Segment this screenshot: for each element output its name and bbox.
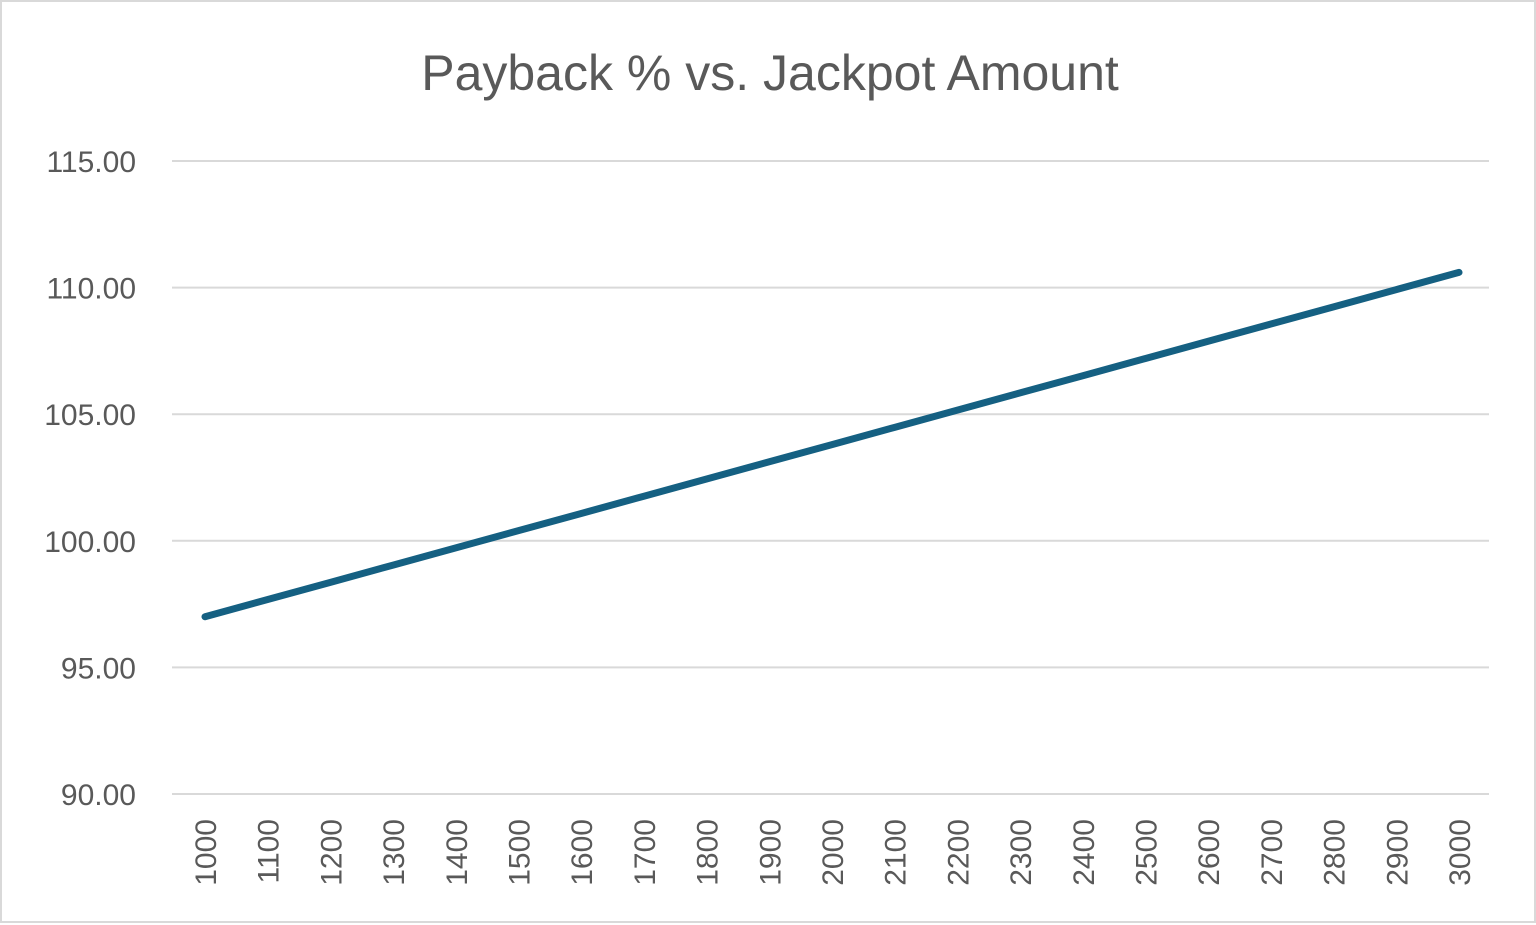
y-tick-label: 95.00: [61, 652, 136, 685]
x-tick-label: 3000: [1444, 819, 1477, 886]
x-tick-label: 1000: [190, 819, 223, 886]
x-tick-label: 1200: [315, 819, 348, 886]
x-tick-label: 2700: [1256, 819, 1289, 886]
x-tick-label: 2100: [880, 819, 913, 886]
x-tick-label: 2800: [1319, 819, 1352, 886]
y-tick-label: 115.00: [46, 146, 136, 179]
x-tick-label: 1900: [754, 819, 787, 886]
series-line: [201, 268, 1463, 621]
x-tick-label: 1700: [629, 819, 662, 886]
x-tick-label: 1400: [441, 819, 474, 886]
x-tick-label: 1600: [566, 819, 599, 886]
x-tick-label: 1100: [253, 819, 286, 884]
x-tick-label: 2300: [1005, 819, 1038, 886]
x-tick-label: 1300: [378, 819, 411, 886]
x-tick-label: 1500: [504, 819, 537, 886]
x-tick-label: 2200: [942, 819, 975, 886]
x-axis-ticks: 1000 1100 1200 1300 1400 1500 1600 1700 1800 1900…: [190, 819, 1477, 886]
x-tick-label: 2500: [1131, 819, 1164, 886]
x-tick-label: 2900: [1381, 819, 1414, 886]
x-tick-label: 1800: [692, 819, 725, 886]
y-tick-label: 100.00: [44, 526, 136, 559]
y-tick-label: 90.00: [61, 779, 136, 812]
chart-title: Payback % vs. Jackpot Amount: [421, 45, 1119, 101]
y-tick-label: 105.00: [44, 399, 136, 432]
series-lines: [201, 268, 1463, 621]
gridlines: [172, 160, 1489, 795]
y-axis-ticks: 90.00 95.00 100.00 105.00 110.00 115.00: [44, 146, 136, 812]
x-tick-label: 2400: [1068, 819, 1101, 886]
x-tick-label: 2600: [1193, 819, 1226, 886]
x-tick-label: 2000: [817, 819, 850, 886]
y-tick-label: 110.00: [46, 273, 136, 306]
